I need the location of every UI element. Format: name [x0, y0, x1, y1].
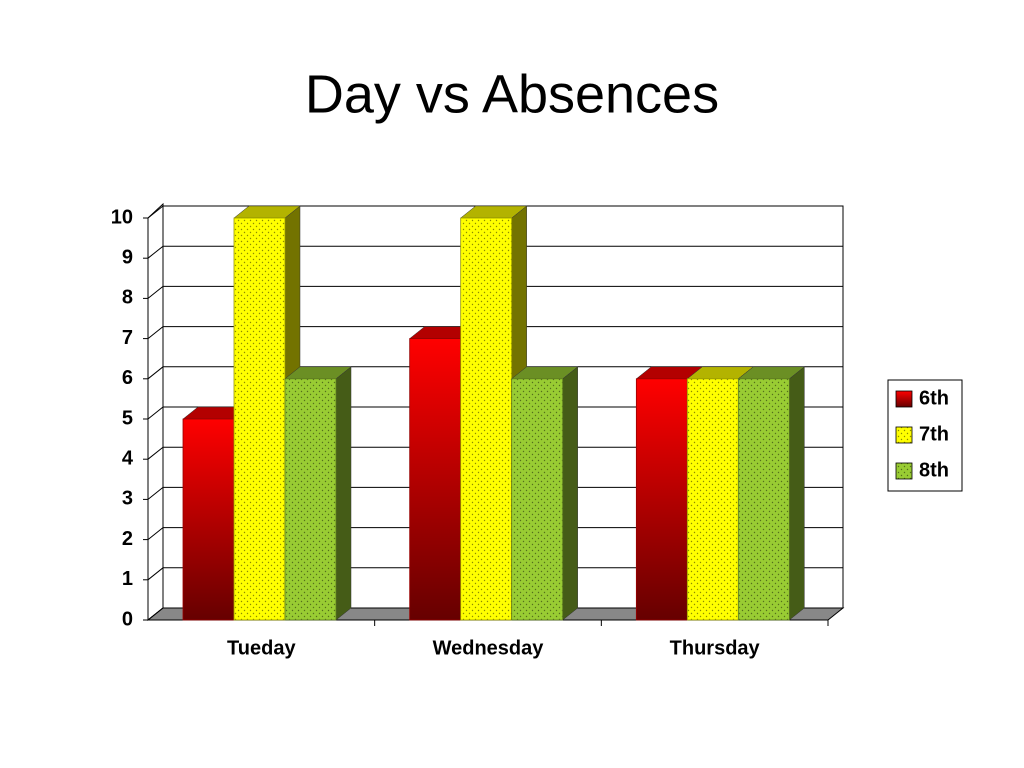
y-tick-label: 10 [111, 206, 133, 228]
bar [182, 418, 235, 621]
grid-line [147, 205, 843, 219]
side-wall [147, 202, 164, 622]
bar [409, 338, 462, 621]
grid-line [147, 406, 843, 420]
grid-line [147, 567, 843, 581]
y-tick-label: 3 [122, 488, 133, 510]
bar-side [335, 366, 352, 621]
grid-line [147, 527, 843, 540]
y-tick-label: 4 [122, 447, 134, 469]
legend-label: 6th [919, 387, 949, 409]
bar [460, 217, 513, 621]
legend-swatch [895, 426, 913, 444]
bar [737, 378, 790, 621]
x-tick-label: Wednesday [433, 637, 545, 659]
x-tick-label: Thursday [670, 637, 761, 659]
grid-line [147, 245, 843, 259]
grid-line [147, 607, 843, 621]
bar [686, 378, 739, 621]
chart-title: Day vs Absences [305, 64, 719, 124]
y-tick-label: 9 [122, 246, 133, 268]
bar [284, 378, 337, 621]
legend-label: 7th [919, 423, 949, 445]
grid-line [147, 446, 843, 460]
y-tick-label: 0 [122, 608, 133, 630]
legend-swatch [895, 462, 913, 480]
bar-side [789, 366, 805, 621]
x-tick-label: Tueday [227, 637, 296, 659]
y-tick-label: 7 [122, 327, 133, 349]
bar [635, 378, 688, 621]
bar-side [562, 366, 578, 621]
y-tick-label: 2 [122, 528, 133, 550]
y-tick-label: 6 [122, 367, 133, 389]
grid-line [147, 366, 843, 380]
bar [511, 378, 564, 621]
bar [233, 217, 286, 621]
y-tick-label: 5 [122, 407, 133, 429]
grid-line [147, 486, 843, 500]
legend-label: 8th [919, 459, 949, 481]
legend-swatch [895, 390, 913, 408]
grid-line [147, 326, 843, 339]
y-tick-label: 8 [122, 287, 133, 309]
grid-line [147, 285, 843, 299]
y-tick-label: 1 [122, 568, 133, 590]
